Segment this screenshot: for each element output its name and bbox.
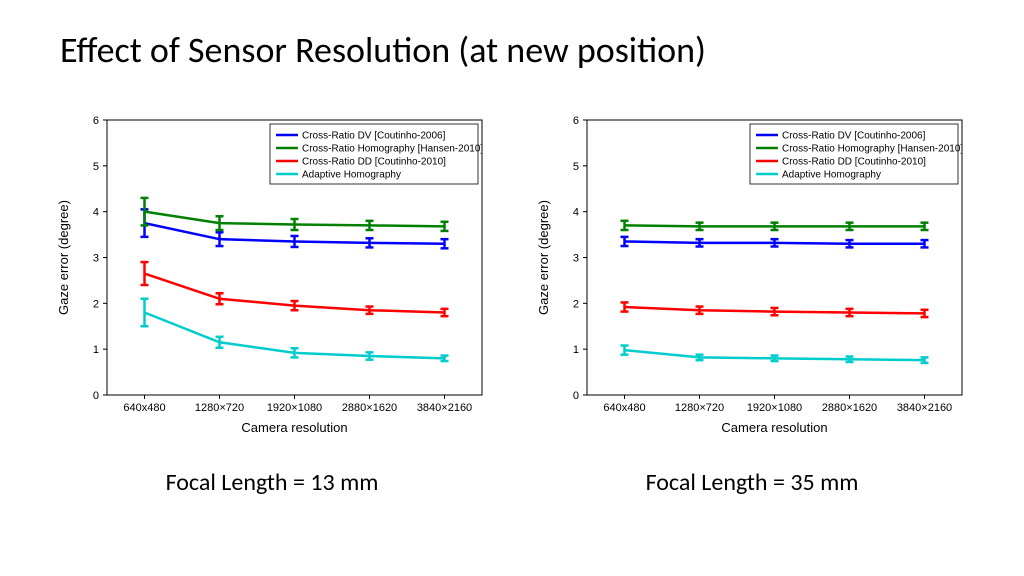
svg-text:Cross-Ratio Homography [Hansen: Cross-Ratio Homography [Hansen-2010]: [302, 144, 483, 155]
svg-text:Cross-Ratio DD [Coutinho-2010]: Cross-Ratio DD [Coutinho-2010]: [782, 157, 926, 168]
svg-text:1: 1: [93, 344, 99, 356]
svg-text:5: 5: [573, 161, 579, 173]
svg-text:3: 3: [93, 253, 99, 265]
svg-text:Camera resolution: Camera resolution: [241, 420, 347, 435]
svg-text:1920×1080: 1920×1080: [747, 402, 802, 414]
left-caption: Focal Length = 13 mm: [52, 468, 492, 497]
slide-title: Effect of Sensor Resolution (at new posi…: [60, 28, 706, 72]
right-chart: 0 1 2 3 4 5 6 640x480 1280×720 1920×1080 2880×1620…: [532, 110, 972, 450]
svg-text:6: 6: [573, 115, 579, 127]
left-chart-wrap: 0 1 2 3 4 5 6 640x480 1280×720 1920×1080 2880×1620…: [52, 110, 492, 497]
svg-text:Cross-Ratio DV [Coutinho-2006]: Cross-Ratio DV [Coutinho-2006]: [782, 131, 926, 142]
svg-text:2880×1620: 2880×1620: [342, 402, 397, 414]
svg-text:Cross-Ratio DD [Coutinho-2010]: Cross-Ratio DD [Coutinho-2010]: [302, 157, 446, 168]
svg-text:Gaze error (degree): Gaze error (degree): [56, 200, 71, 315]
left-chart: 0 1 2 3 4 5 6 640x480 1280×720 1920×1080 2880×1620…: [52, 110, 492, 450]
svg-text:2880×1620: 2880×1620: [822, 402, 877, 414]
svg-text:3840×2160: 3840×2160: [417, 402, 472, 414]
svg-text:1280×720: 1280×720: [195, 402, 244, 414]
svg-text:3: 3: [573, 253, 579, 265]
svg-text:1280×720: 1280×720: [675, 402, 724, 414]
svg-text:2: 2: [573, 298, 579, 310]
svg-text:5: 5: [93, 161, 99, 173]
svg-text:Gaze error (degree): Gaze error (degree): [536, 200, 551, 315]
svg-text:640x480: 640x480: [603, 402, 645, 414]
svg-text:4: 4: [573, 207, 579, 219]
svg-text:6: 6: [93, 115, 99, 127]
svg-text:2: 2: [93, 298, 99, 310]
svg-text:Adaptive Homography: Adaptive Homography: [782, 170, 881, 181]
svg-text:1920×1080: 1920×1080: [267, 402, 322, 414]
svg-text:4: 4: [93, 207, 99, 219]
charts-row: 0 1 2 3 4 5 6 640x480 1280×720 1920×1080 2880×1620…: [60, 110, 964, 497]
svg-text:Camera resolution: Camera resolution: [721, 420, 827, 435]
svg-text:1: 1: [573, 344, 579, 356]
right-chart-wrap: 0 1 2 3 4 5 6 640x480 1280×720 1920×1080 2880×1620…: [532, 110, 972, 497]
svg-text:0: 0: [573, 390, 579, 402]
svg-text:Cross-Ratio DV [Coutinho-2006]: Cross-Ratio DV [Coutinho-2006]: [302, 131, 446, 142]
svg-text:Cross-Ratio Homography [Hansen: Cross-Ratio Homography [Hansen-2010]: [782, 144, 963, 155]
right-caption: Focal Length = 35 mm: [532, 468, 972, 497]
svg-text:640x480: 640x480: [123, 402, 165, 414]
svg-text:Adaptive Homography: Adaptive Homography: [302, 170, 401, 181]
svg-text:0: 0: [93, 390, 99, 402]
svg-text:3840×2160: 3840×2160: [897, 402, 952, 414]
